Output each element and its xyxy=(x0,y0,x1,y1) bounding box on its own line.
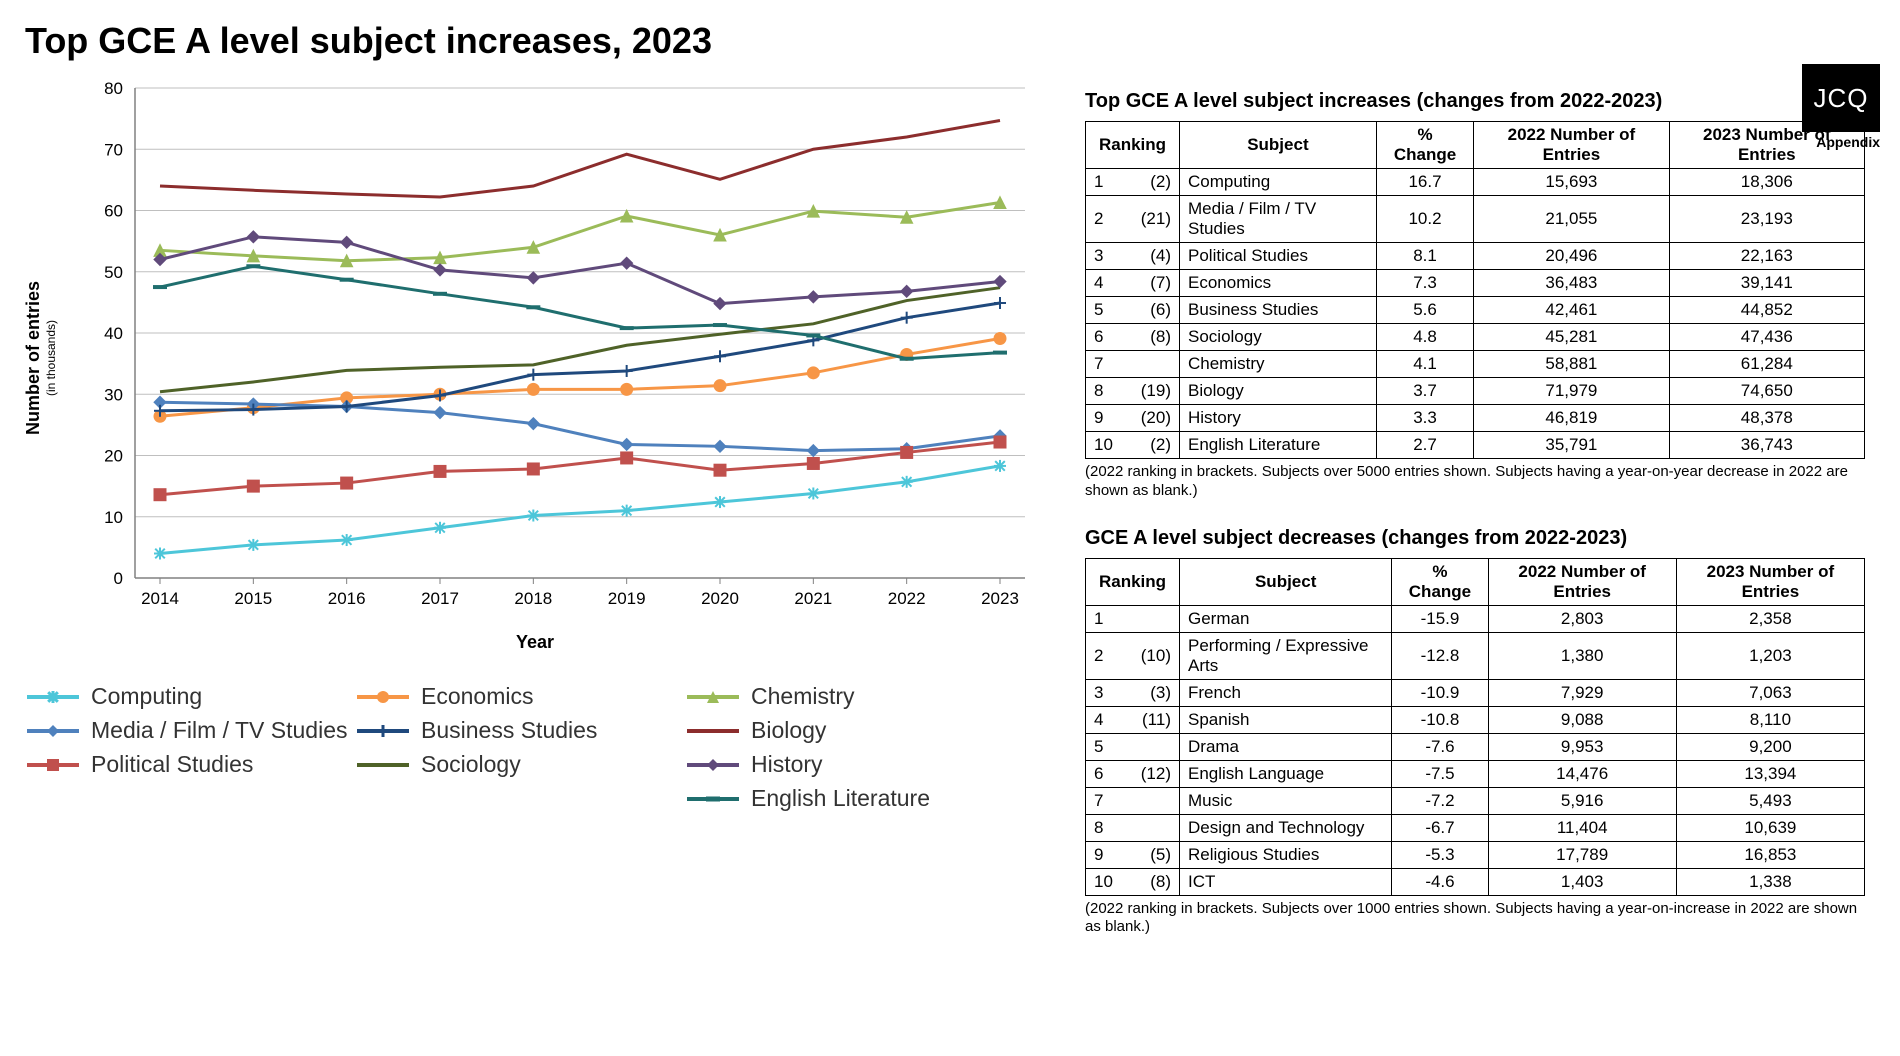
legend-item: Media / Film / TV Studies xyxy=(25,717,355,745)
page-title: Top GCE A level subject increases, 2023 xyxy=(25,20,1875,62)
legend-item: Biology xyxy=(685,717,985,745)
legend-item: Sociology xyxy=(355,751,685,779)
legend-label: History xyxy=(751,751,823,779)
chart-svg: 0 10 20 30 40 50 60 70 80 2014 2015 2016 2017 2018 201… xyxy=(25,78,1045,628)
logo: JCQ Appendix xyxy=(1802,64,1880,150)
table-row: 7Chemistry4.158,88161,284 xyxy=(1086,351,1865,378)
svg-text:0: 0 xyxy=(114,569,123,588)
legend-item: Computing xyxy=(25,683,355,711)
table-row: 6(12)English Language-7.514,47613,394 xyxy=(1086,760,1865,787)
series-english-literature xyxy=(153,266,1007,358)
legend-label: Computing xyxy=(91,683,202,711)
series-biology xyxy=(160,120,1000,197)
series-sociology xyxy=(160,288,1000,392)
legend-label: Chemistry xyxy=(751,683,855,711)
series-political-studies xyxy=(154,436,1006,501)
table-row: 2(10)Performing / Expressive Arts-12.81,… xyxy=(1086,632,1865,679)
svg-text:70: 70 xyxy=(104,140,123,159)
svg-text:50: 50 xyxy=(104,263,123,282)
table-row: 6(8)Sociology4.845,28147,436 xyxy=(1086,324,1865,351)
logo-subtext: Appendix xyxy=(1802,134,1880,150)
decreases-footnote: (2022 ranking in brackets. Subjects over… xyxy=(1085,900,1865,938)
legend-label: Biology xyxy=(751,717,826,745)
legend-item: Chemistry xyxy=(685,683,985,711)
svg-text:2016: 2016 xyxy=(328,589,366,608)
svg-text:2017: 2017 xyxy=(421,589,459,608)
table-row: 10(2)English Literature2.735,79136,743 xyxy=(1086,432,1865,459)
svg-text:2023: 2023 xyxy=(981,589,1019,608)
legend-item xyxy=(355,785,685,813)
legend-item: Economics xyxy=(355,683,685,711)
increases-table: RankingSubject% Change2022 Number of Ent… xyxy=(1085,121,1865,459)
svg-text:2015: 2015 xyxy=(234,589,272,608)
decreases-title: GCE A level subject decreases (changes f… xyxy=(1085,527,1865,550)
table-row: 7Music-7.25,9165,493 xyxy=(1086,787,1865,814)
table-row: 9(5)Religious Studies-5.317,78916,853 xyxy=(1086,841,1865,868)
svg-text:2021: 2021 xyxy=(794,589,832,608)
table-row: 8(19)Biology3.771,97974,650 xyxy=(1086,378,1865,405)
table-row: 3(3)French-10.97,9297,063 xyxy=(1086,679,1865,706)
svg-text:2020: 2020 xyxy=(701,589,739,608)
legend-label: Business Studies xyxy=(421,717,597,745)
line-chart: Number of entries (in thousands) 0 10 20 30… xyxy=(25,78,1045,653)
legend-label: Economics xyxy=(421,683,533,711)
svg-text:2014: 2014 xyxy=(141,589,179,608)
decreases-table: RankingSubject% Change2022 Number of Ent… xyxy=(1085,558,1865,896)
svg-text:40: 40 xyxy=(104,324,123,343)
legend-item: Political Studies xyxy=(25,751,355,779)
chart-legend: Computing Economics Chemistry Media / Film … xyxy=(25,683,1045,813)
table-row: 5Drama-7.69,9539,200 xyxy=(1086,733,1865,760)
svg-text:80: 80 xyxy=(104,79,123,98)
table-row: 1(2)Computing16.715,69318,306 xyxy=(1086,169,1865,196)
legend-label: Sociology xyxy=(421,751,521,779)
svg-text:10: 10 xyxy=(104,508,123,527)
series-chemistry xyxy=(154,197,1006,267)
svg-text:2018: 2018 xyxy=(514,589,552,608)
svg-text:30: 30 xyxy=(104,385,123,404)
table-row: 10(8)ICT-4.61,4031,338 xyxy=(1086,868,1865,895)
legend-item: English Literature xyxy=(685,785,985,813)
legend-label: English Literature xyxy=(751,785,930,813)
legend-label: Political Studies xyxy=(91,751,253,779)
legend-item xyxy=(25,785,355,813)
table-row: 5(6)Business Studies5.642,46144,852 xyxy=(1086,297,1865,324)
table-row: 2(21)Media / Film / TV Studies10.221,055… xyxy=(1086,196,1865,243)
y-axis-label: Number of entries (in thousands) xyxy=(23,281,58,435)
increases-title: Top GCE A level subject increases (chang… xyxy=(1085,90,1865,113)
table-row: 1German-15.92,8032,358 xyxy=(1086,605,1865,632)
table-row: 9(20)History3.346,81948,378 xyxy=(1086,405,1865,432)
table-row: 3(4)Political Studies8.120,49622,163 xyxy=(1086,243,1865,270)
svg-text:60: 60 xyxy=(104,202,123,221)
svg-text:2019: 2019 xyxy=(608,589,646,608)
series-media-film-tv-studies xyxy=(154,396,1006,456)
series-business-studies xyxy=(154,297,1006,417)
table-row: 4(11)Spanish-10.89,0888,110 xyxy=(1086,706,1865,733)
svg-text:20: 20 xyxy=(104,447,123,466)
table-row: 4(7)Economics7.336,48339,141 xyxy=(1086,270,1865,297)
series-computing xyxy=(154,460,1006,560)
x-axis-label: Year xyxy=(25,632,1045,653)
legend-item: Business Studies xyxy=(355,717,685,745)
table-row: 8Design and Technology-6.711,40410,639 xyxy=(1086,814,1865,841)
increases-footnote: (2022 ranking in brackets. Subjects over… xyxy=(1085,463,1865,501)
legend-item: History xyxy=(685,751,985,779)
svg-text:2022: 2022 xyxy=(888,589,926,608)
legend-label: Media / Film / TV Studies xyxy=(91,717,348,745)
logo-text: JCQ xyxy=(1802,64,1880,132)
